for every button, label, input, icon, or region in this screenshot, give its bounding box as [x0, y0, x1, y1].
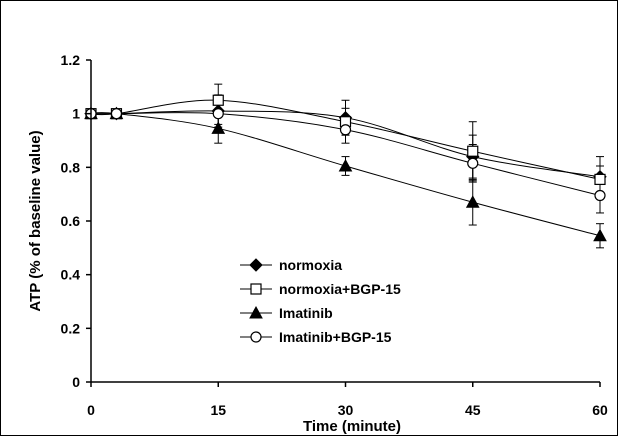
data-point: [465, 195, 480, 208]
data-point: [339, 124, 352, 136]
y-tick-label: 0.4: [61, 267, 81, 283]
data-point: [594, 189, 606, 202]
legend-label: normoxia: [279, 257, 342, 273]
y-axis-label: ATP (% of baseline value): [27, 130, 44, 311]
data-point: [211, 121, 226, 134]
x-axis-label: Time (minute): [303, 418, 401, 435]
y-tick-label: 0.6: [61, 213, 81, 229]
data-point: [338, 158, 353, 172]
x-tick-label: 60: [592, 402, 608, 418]
y-tick-label: 1.2: [61, 52, 81, 68]
legend-marker: [249, 258, 263, 272]
legend-marker: [250, 331, 262, 343]
legend-label: Imatinib+BGP-15: [279, 329, 392, 345]
data-point: [212, 94, 224, 106]
data-markers: [84, 94, 607, 242]
data-point: [467, 157, 479, 169]
data-point: [467, 145, 479, 157]
y-tick-label: 0: [72, 374, 80, 390]
y-ticks: 0 0.2 0.4 0.6 0.8 1 1.2: [61, 52, 91, 390]
y-tick-label: 1: [72, 106, 80, 122]
x-tick-label: 30: [338, 402, 354, 418]
data-point: [212, 108, 224, 120]
legend-label: normoxia+BGP-15: [279, 281, 401, 297]
legend-marker: [249, 305, 263, 319]
y-tick-label: 0.8: [61, 159, 81, 175]
legend-label: Imatinib: [279, 305, 333, 321]
error-bars: [214, 83, 604, 249]
x-tick-label: 0: [87, 402, 95, 418]
x-tick-label: 45: [465, 402, 481, 418]
data-point: [110, 108, 123, 120]
legend: normoxia normoxia+BGP-15 Imatinib Imatinib+…: [240, 257, 401, 345]
data-point: [593, 228, 607, 242]
y-tick-label: 0.2: [61, 320, 81, 336]
legend-marker: [250, 283, 262, 295]
x-ticks: 0 15 30 45 60: [87, 382, 608, 418]
x-tick-label: 15: [210, 402, 226, 418]
data-point: [594, 173, 606, 186]
